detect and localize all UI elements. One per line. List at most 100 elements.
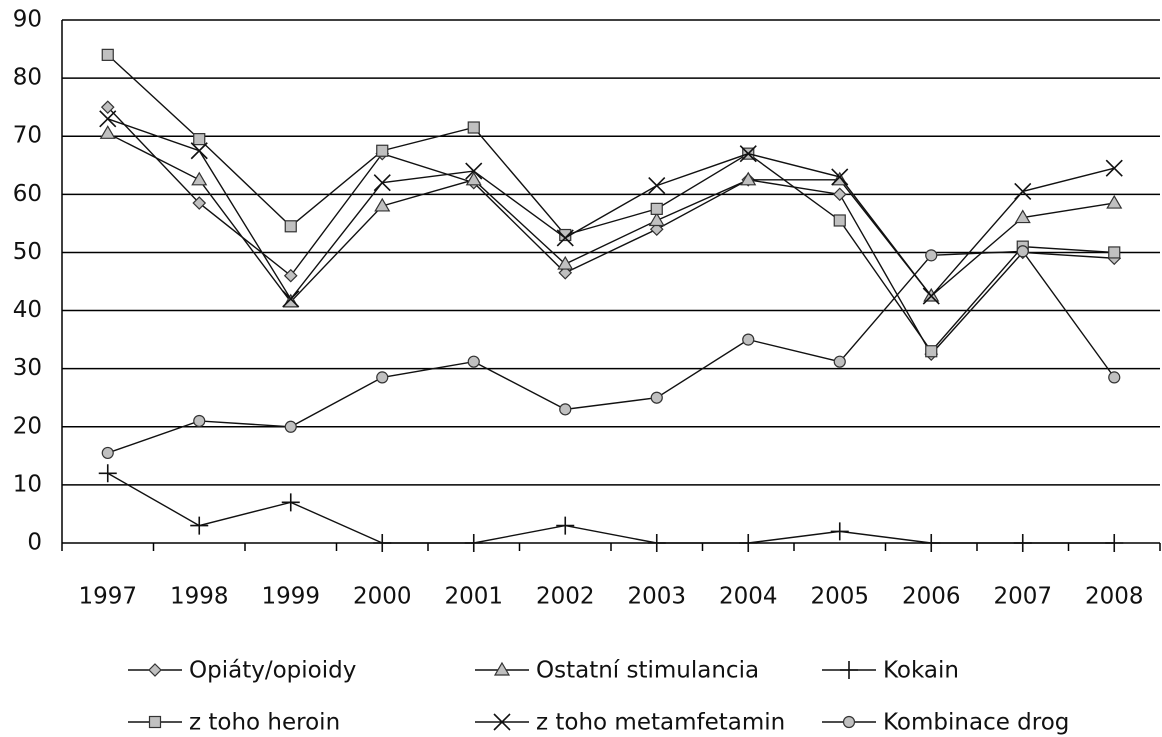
- point-marker: [648, 212, 665, 227]
- point-marker: [1105, 534, 1124, 552]
- y-tick-label: 70: [13, 123, 42, 149]
- x-tick-label: 1998: [170, 584, 229, 610]
- legend-label: Ostatní stimulancia: [536, 658, 759, 684]
- point-marker: [556, 229, 574, 247]
- point-marker: [192, 196, 207, 210]
- point-marker: [1014, 182, 1032, 200]
- point-marker: [1016, 245, 1029, 258]
- y-tick-label: 20: [13, 413, 42, 439]
- x-tick-label: 2007: [993, 584, 1052, 610]
- point-marker: [922, 534, 941, 552]
- point-marker: [374, 197, 391, 212]
- series-line: [107, 132, 1115, 303]
- point-marker: [925, 345, 938, 358]
- legend-marker: [840, 661, 858, 679]
- point-marker: [376, 371, 389, 384]
- point-marker: [376, 144, 389, 157]
- x-tick-label: 2002: [536, 584, 595, 610]
- point-marker: [739, 534, 758, 552]
- point-marker: [99, 110, 117, 128]
- legend-label: Kombinace drog: [883, 710, 1069, 736]
- point-marker: [740, 171, 757, 186]
- x-tick-label: 1997: [78, 584, 137, 610]
- point-marker: [465, 171, 482, 186]
- point-marker: [467, 121, 480, 134]
- legend-marker: [148, 663, 162, 677]
- x-tick-label: 1999: [261, 584, 320, 610]
- y-tick-label: 50: [13, 239, 42, 265]
- point-marker: [100, 100, 115, 115]
- y-tick-label: 10: [13, 471, 42, 497]
- point-marker: [191, 171, 208, 186]
- point-marker: [464, 534, 483, 552]
- point-marker: [647, 534, 666, 552]
- point-marker: [373, 174, 391, 192]
- point-marker: [101, 48, 114, 61]
- legend-marker: [493, 661, 511, 676]
- y-tick-label: 60: [13, 181, 42, 207]
- series-line: [107, 472, 1115, 544]
- point-marker: [742, 333, 755, 346]
- series-line: [107, 118, 1115, 301]
- legend-marker: [842, 715, 856, 729]
- point-marker: [282, 290, 300, 308]
- point-marker: [282, 293, 299, 308]
- point-marker: [830, 522, 849, 541]
- point-marker: [1014, 209, 1031, 224]
- x-tick-label: 2004: [719, 584, 778, 610]
- point-marker: [650, 202, 663, 215]
- x-tick-label: 2008: [1085, 584, 1144, 610]
- point-marker: [190, 142, 208, 160]
- point-marker: [925, 249, 938, 262]
- point-marker: [467, 355, 480, 368]
- point-marker: [649, 222, 664, 237]
- point-marker: [283, 268, 298, 283]
- x-tick-label: 2000: [353, 584, 412, 610]
- point-marker: [558, 265, 573, 280]
- point-marker: [373, 534, 392, 552]
- point-marker: [1105, 159, 1123, 177]
- point-marker: [190, 516, 209, 535]
- legend-marker: [493, 713, 511, 731]
- legend-label: Opiáty/opioidy: [189, 658, 356, 684]
- x-tick-label: 2006: [902, 584, 961, 610]
- legend-label: z toho heroin: [189, 710, 340, 736]
- point-marker: [281, 493, 300, 512]
- point-marker: [922, 287, 940, 305]
- series-line: [107, 106, 1115, 356]
- y-tick-label: 90: [13, 7, 42, 33]
- y-tick-label: 80: [13, 65, 42, 91]
- point-marker: [99, 125, 116, 139]
- legend-label: z toho metamfetamin: [536, 710, 785, 736]
- point-marker: [1108, 246, 1121, 259]
- x-tick-label: 2003: [627, 584, 686, 610]
- y-tick-label: 30: [13, 355, 42, 381]
- point-marker: [284, 220, 297, 233]
- series-line: [107, 54, 1115, 353]
- point-marker: [556, 516, 575, 535]
- point-marker: [832, 187, 847, 202]
- point-marker: [193, 414, 206, 428]
- point-marker: [465, 162, 483, 180]
- point-marker: [1108, 371, 1121, 384]
- point-marker: [831, 168, 849, 186]
- y-tick-label: 0: [27, 530, 42, 556]
- point-marker: [98, 464, 117, 483]
- point-marker: [557, 255, 574, 270]
- point-marker: [101, 446, 114, 460]
- point-marker: [833, 355, 846, 368]
- point-marker: [559, 403, 572, 416]
- point-marker: [650, 391, 663, 404]
- y-tick-label: 40: [13, 297, 42, 323]
- point-marker: [1106, 194, 1123, 209]
- point-marker: [1013, 534, 1032, 552]
- point-marker: [833, 214, 846, 227]
- legend-label: Kokain: [883, 658, 959, 684]
- x-tick-label: 2001: [444, 584, 503, 610]
- x-tick-label: 2005: [810, 584, 869, 610]
- series-line: [107, 250, 1115, 454]
- point-marker: [648, 177, 666, 195]
- point-marker: [739, 145, 757, 163]
- point-marker: [193, 133, 206, 146]
